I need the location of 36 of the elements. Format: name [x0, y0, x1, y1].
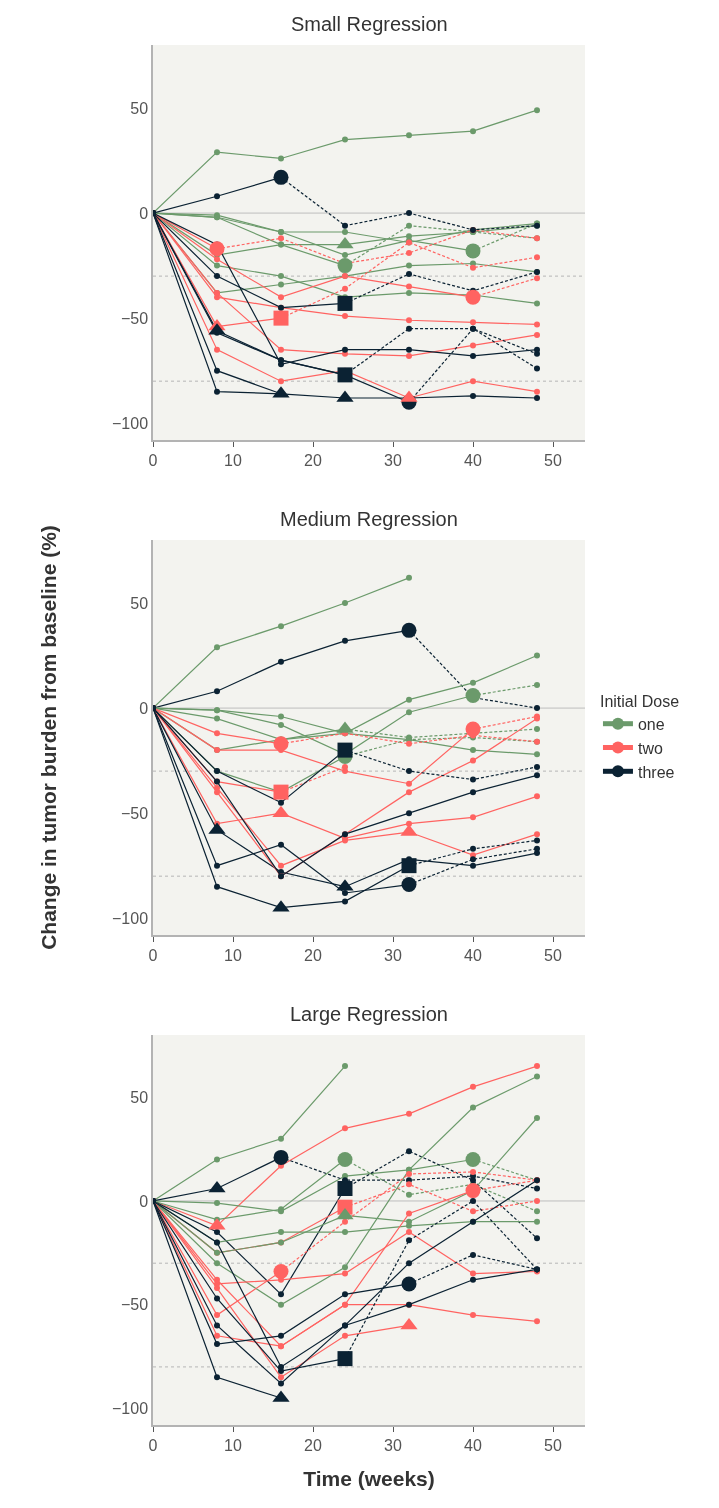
chart-title: Medium Regression — [280, 508, 458, 530]
y-tick-label: −50 — [120, 804, 149, 822]
x-tick-label: 20 — [304, 946, 322, 964]
x-tick-label: 10 — [224, 451, 242, 469]
x-tick-label: 40 — [464, 1436, 482, 1454]
y-tick-label: −100 — [112, 1400, 149, 1417]
legend-label: two — [637, 739, 663, 757]
x-tick-label: 40 — [464, 946, 482, 964]
chart-title: Large Regression — [290, 1003, 448, 1025]
y-tick-label: 0 — [139, 699, 149, 717]
x-tick-label: 20 — [304, 451, 322, 469]
y-tick-label: −100 — [112, 909, 149, 927]
x-tick-label: 50 — [544, 946, 562, 964]
y-tick-label: 50 — [130, 1088, 149, 1106]
chart-title: Small Regression — [291, 13, 448, 35]
x-tick-label: 50 — [544, 451, 562, 469]
y-axis-title: Change in tumor burden from baseline (%) — [36, 525, 60, 950]
legend-label: three — [637, 763, 675, 781]
y-tick-label: −50 — [120, 1296, 149, 1314]
x-tick-label: 40 — [464, 451, 482, 469]
x-tick-label: 20 — [304, 1436, 322, 1454]
x-tick-label: 10 — [224, 1436, 242, 1454]
legend-label: one — [637, 715, 665, 733]
y-tick-label: −50 — [120, 309, 149, 327]
x-tick-label: 10 — [224, 946, 242, 964]
y-tick-label: 50 — [130, 99, 149, 117]
x-tick-label: 30 — [384, 946, 402, 964]
x-tick-label: 30 — [384, 1436, 402, 1454]
x-axis-title: Time (weeks) — [303, 1466, 435, 1490]
y-tick-label: −100 — [112, 414, 149, 432]
legend-title: Initial Dose — [599, 692, 680, 710]
y-tick-label: 50 — [130, 594, 149, 612]
y-tick-label: 0 — [139, 204, 149, 222]
x-tick-label: 30 — [384, 451, 402, 469]
x-tick-label: 50 — [544, 1436, 562, 1454]
y-tick-label: 0 — [139, 1192, 149, 1210]
